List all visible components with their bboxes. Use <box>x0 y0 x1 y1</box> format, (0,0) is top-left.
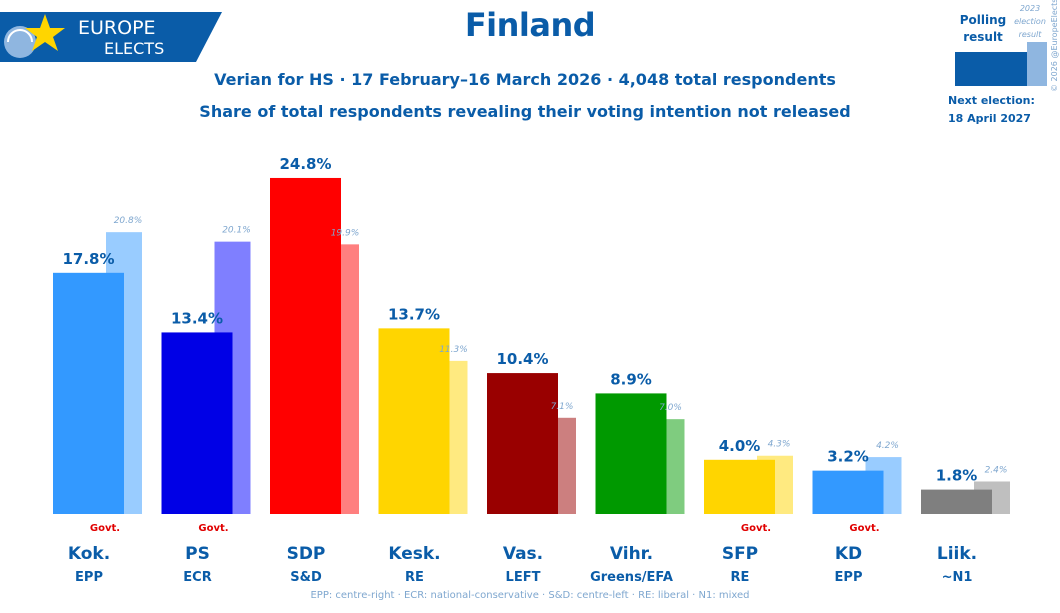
party-name-ps: PS <box>185 544 210 564</box>
poll-value-label: 13.7% <box>388 305 440 323</box>
poll-bar-kesk <box>378 328 450 514</box>
europe-elects-logo: EUROPE ELECTS <box>0 12 222 62</box>
party-group-vihr: Greens/EFA <box>590 570 673 585</box>
party-name-vihr: Vihr. <box>610 544 653 564</box>
previous-value-label: 20.1% <box>222 226 251 236</box>
party-group-kd: EPP <box>835 570 863 585</box>
party-name-sdp: SDP <box>287 544 326 564</box>
next-election-date: 18 April 2027 <box>948 112 1031 125</box>
poll-value-label: 3.2% <box>827 448 869 466</box>
logo-line2: ELECTS <box>104 39 164 58</box>
legend-previous-swatch <box>1027 42 1047 86</box>
party-name-liik: Liik. <box>937 544 977 564</box>
party-group-kesk: RE <box>405 570 424 585</box>
poll-bar-liik <box>921 489 992 514</box>
legend-poll-swatch <box>955 52 1027 86</box>
poll-value-label: 13.4% <box>171 309 223 327</box>
previous-value-label: 19.9% <box>331 228 360 238</box>
previous-value-label: 11.3% <box>439 345 468 355</box>
star-icon <box>25 14 65 51</box>
party-group-sfp: RE <box>731 570 750 585</box>
party-group-liik: ~N1 <box>942 570 973 585</box>
next-election-label: Next election: <box>948 94 1035 107</box>
poll-bar-sfp <box>704 459 775 514</box>
previous-value-label: 7.1% <box>551 402 574 412</box>
logo-line1: EUROPE <box>78 17 156 39</box>
party-name-kesk: Kesk. <box>388 544 440 564</box>
govt-label: Govt. <box>849 523 879 534</box>
poll-value-label: 1.8% <box>936 467 978 485</box>
poll-bar-ps <box>161 332 233 514</box>
legend-previous-label: 2023 election result <box>1014 4 1046 39</box>
poll-bar-vas <box>487 373 558 514</box>
poll-note: Share of total respondents revealing the… <box>199 102 851 121</box>
party-group-sdp: S&D <box>290 570 322 585</box>
govt-label: Govt. <box>741 523 771 534</box>
previous-value-label: 4.2% <box>876 441 899 451</box>
chart-legend: Polling result 2023 election result Next… <box>940 0 1060 130</box>
copyright-note: © 2026 @EuropeElects <box>1050 0 1059 92</box>
previous-value-label: 20.8% <box>114 216 143 226</box>
poll-value-label: 17.8% <box>62 250 114 268</box>
poll-value-label: 4.0% <box>719 437 761 455</box>
poll-bar-sdp <box>270 177 341 514</box>
party-group-vas: LEFT <box>506 570 541 585</box>
poll-bar-kok <box>53 272 124 514</box>
bar-chart: 17.8% 20.8% Govt. Kok. EPP 13.4% 20.1% Govt. PS E… <box>53 155 1010 585</box>
logo-banner <box>0 12 222 62</box>
poll-value-label: 8.9% <box>610 370 652 388</box>
previous-value-label: 4.3% <box>768 440 791 450</box>
poll-value-label: 24.8% <box>279 155 331 173</box>
party-name-kd: KD <box>835 544 862 564</box>
party-name-vas: Vas. <box>503 544 543 564</box>
party-group-kok: EPP <box>75 570 103 585</box>
poll-bar-vihr <box>595 393 667 514</box>
page-title: Finland <box>464 6 596 44</box>
previous-value-label: 7.0% <box>659 403 682 413</box>
govt-label: Govt. <box>90 523 120 534</box>
previous-value-label: 2.4% <box>985 465 1008 475</box>
party-name-sfp: SFP <box>722 544 758 564</box>
poll-subtitle: Verian for HS · 17 February–16 March 202… <box>214 70 836 89</box>
poll-bar-kd <box>812 470 884 514</box>
group-legend-footer: EPP: centre-right · ECR: national-conser… <box>310 590 750 601</box>
legend-poll-label: Polling result <box>959 13 1007 44</box>
poll-value-label: 10.4% <box>496 350 548 368</box>
party-group-ps: ECR <box>183 570 211 585</box>
govt-label: Govt. <box>198 523 228 534</box>
party-name-kok: Kok. <box>68 544 110 564</box>
